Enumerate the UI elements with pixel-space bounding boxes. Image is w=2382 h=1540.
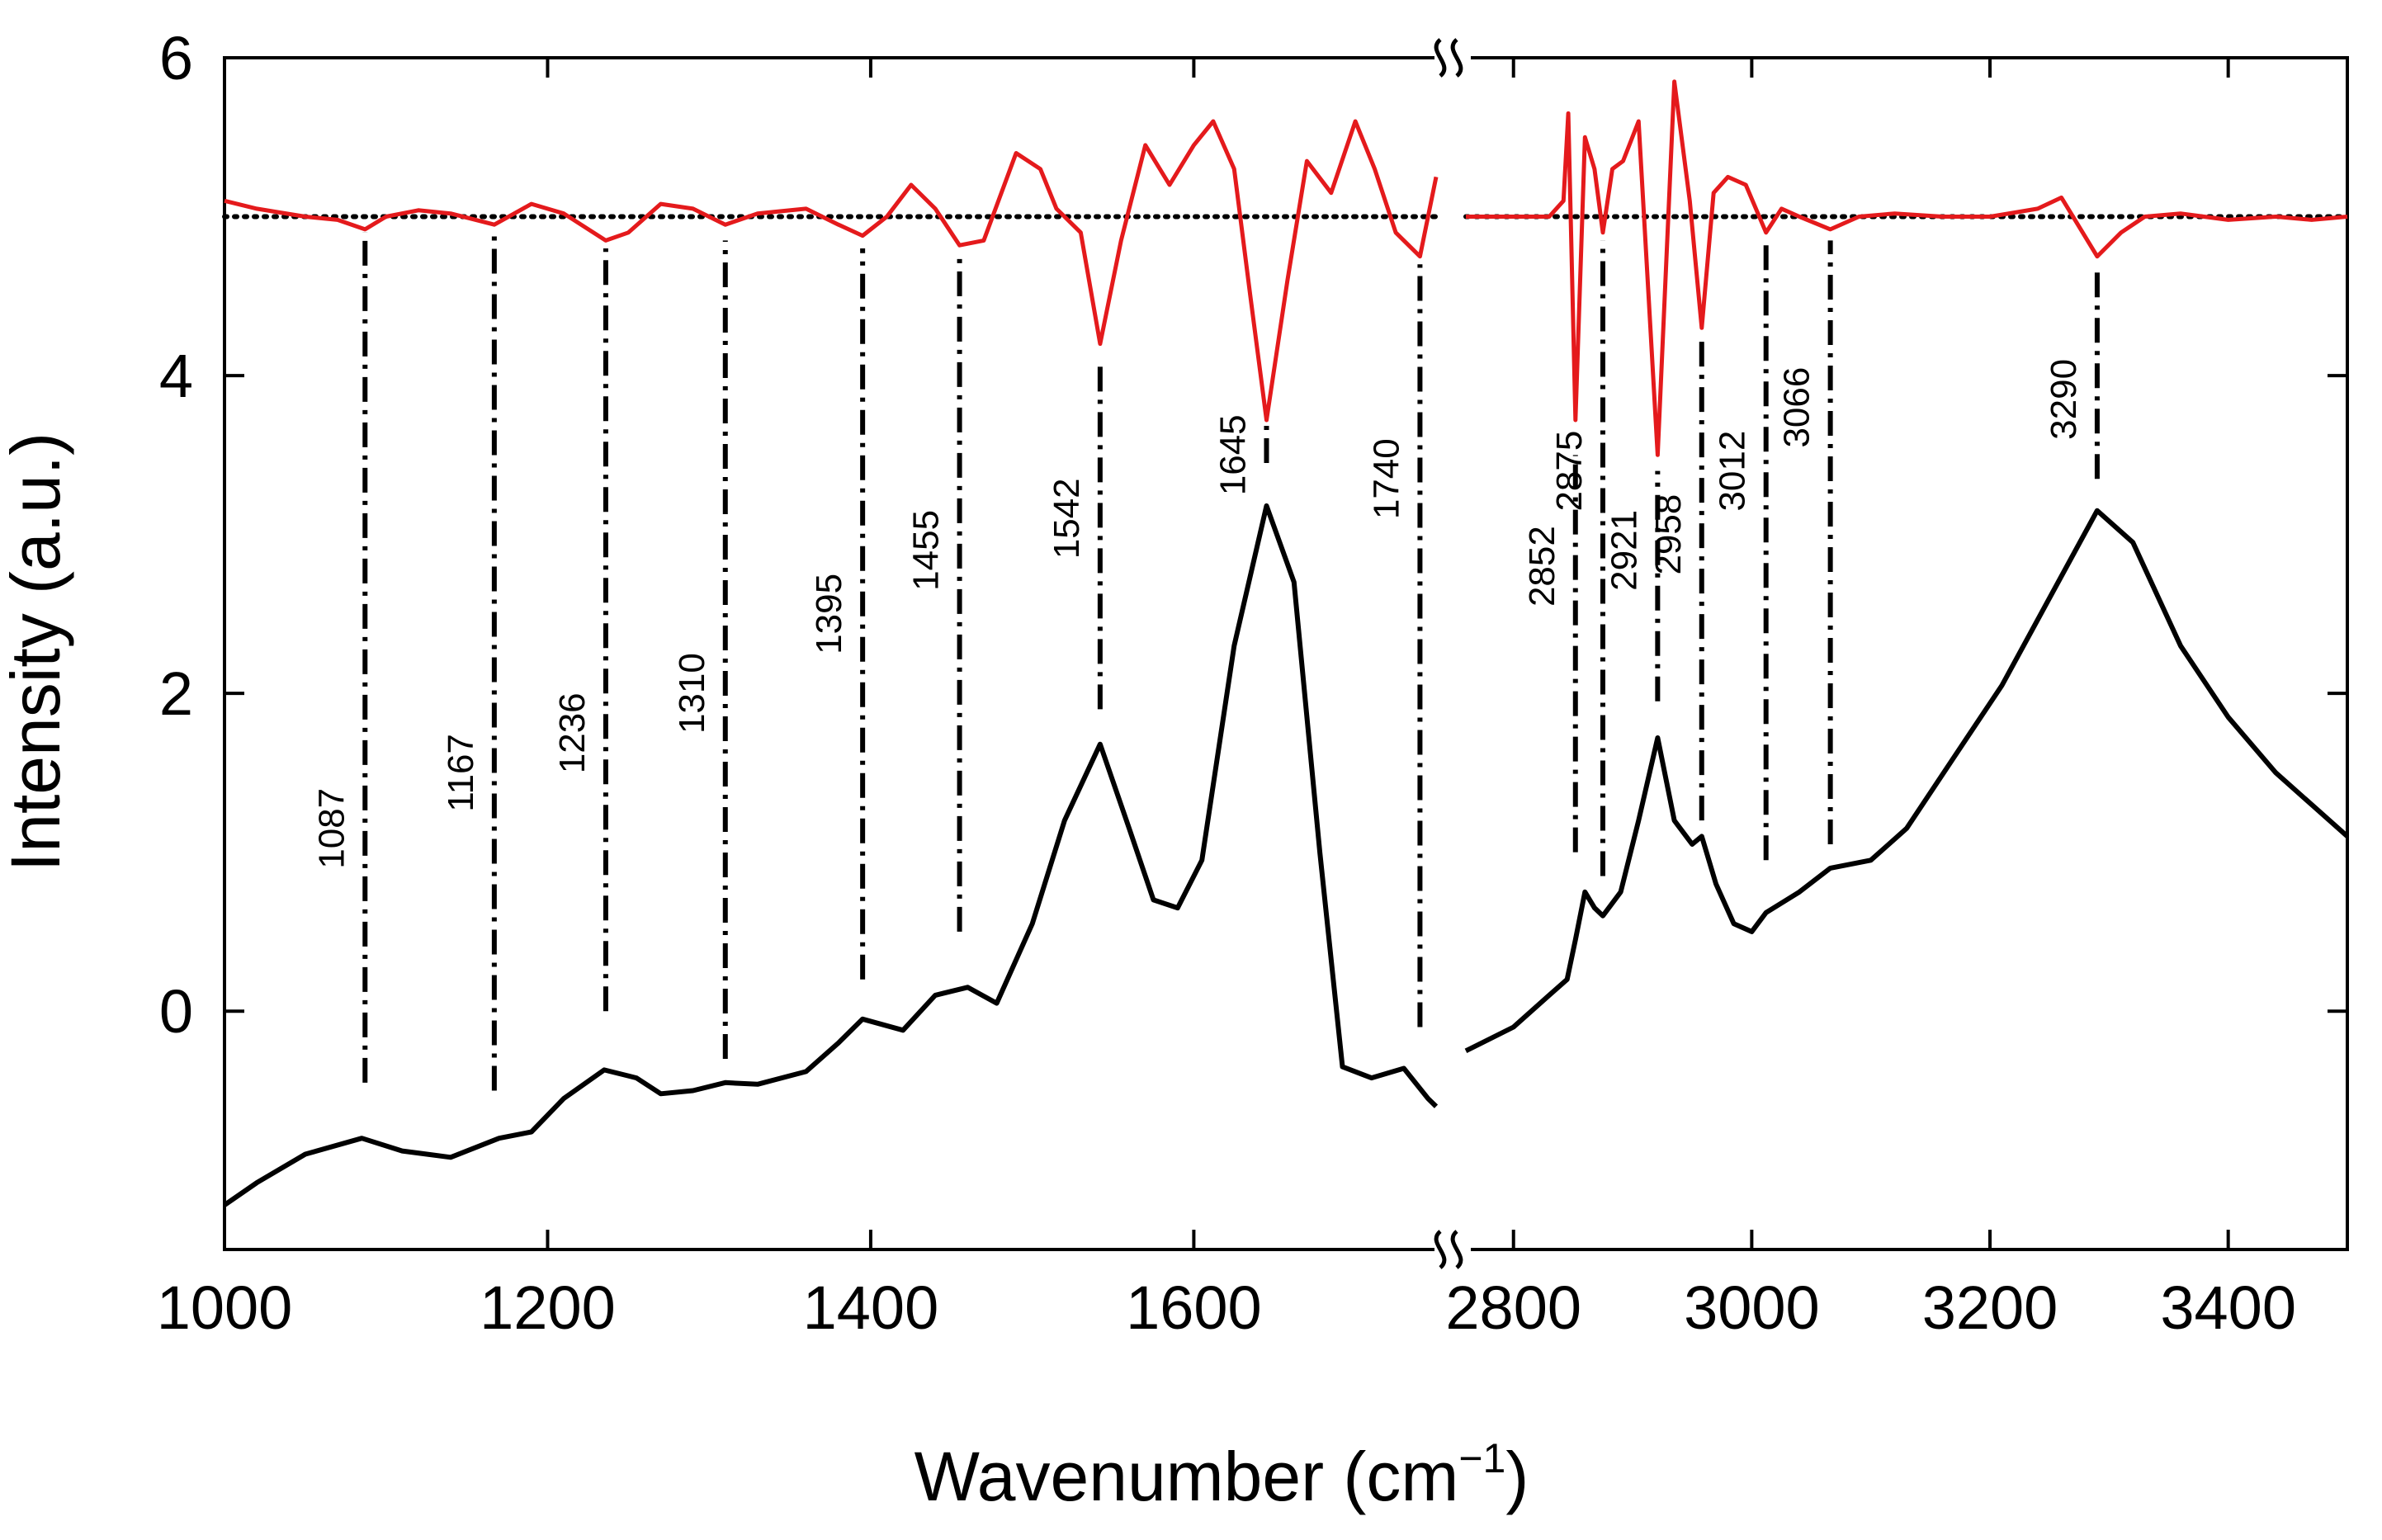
- peak-label: 2958: [1648, 494, 1689, 575]
- labels: 0 2 4 6 1000 1200 1400 1600 2800 3000 3200 3400 1087…: [157, 24, 2296, 1342]
- peak-label: 2852: [1522, 526, 1562, 607]
- peak-label: 3290: [2044, 359, 2084, 440]
- x-axis-title-sup: −1: [1458, 1435, 1505, 1481]
- peak-label: 3012: [1713, 431, 1753, 512]
- axis-break: [1434, 38, 1471, 1269]
- peak-label: 2875: [1549, 431, 1590, 512]
- peak-label: 2921: [1604, 510, 1644, 591]
- peak-label: 1395: [809, 574, 849, 654]
- y-tick-label: 6: [159, 24, 193, 92]
- ir-spectrum-line: [223, 503, 1439, 1207]
- x-axis-title-close: ): [1505, 1438, 1529, 1515]
- x-tick-label: 1000: [157, 1273, 293, 1342]
- x-tick-label: 1200: [480, 1273, 616, 1342]
- peak-label: 1542: [1047, 478, 1087, 559]
- plot-frame: [223, 56, 2349, 1251]
- x-axis-title: Wavenumber (cm−1): [915, 1435, 1529, 1515]
- peak-label: 1087: [311, 788, 352, 869]
- x-tick-label: 2800: [1445, 1273, 1581, 1342]
- x-tick-label: 3400: [2160, 1273, 2296, 1342]
- x-tick-label: 3000: [1684, 1273, 1820, 1342]
- peak-label: 1236: [552, 692, 593, 773]
- peak-label: 1310: [672, 653, 712, 734]
- peak-label: 1455: [906, 510, 947, 591]
- peak-label: 3066: [1777, 367, 1817, 448]
- peak-label: 1740: [1366, 438, 1406, 519]
- y-tick-label: 0: [159, 977, 193, 1046]
- series-lines: [223, 79, 2349, 1207]
- y-tick-label: 4: [159, 342, 193, 410]
- x-axis-title-main: Wavenumber (cm: [915, 1438, 1459, 1515]
- second-derivative-line: [224, 119, 1439, 423]
- peak-guides: [222, 214, 2350, 1091]
- ir-spectrum-line: [1464, 508, 2349, 1053]
- x-tick-label: 1400: [803, 1273, 939, 1342]
- x-tick-label: 1600: [1126, 1273, 1262, 1342]
- second-derivative-line: [1466, 79, 2348, 457]
- y-axis-title: Intensity (a.u.): [0, 432, 74, 872]
- x-tick-label: 3200: [1922, 1273, 2058, 1342]
- y-tick-label: 2: [159, 659, 193, 728]
- peak-label: 1645: [1213, 414, 1254, 495]
- peak-label: 1167: [441, 734, 481, 812]
- axis-ticks: [223, 56, 2347, 1249]
